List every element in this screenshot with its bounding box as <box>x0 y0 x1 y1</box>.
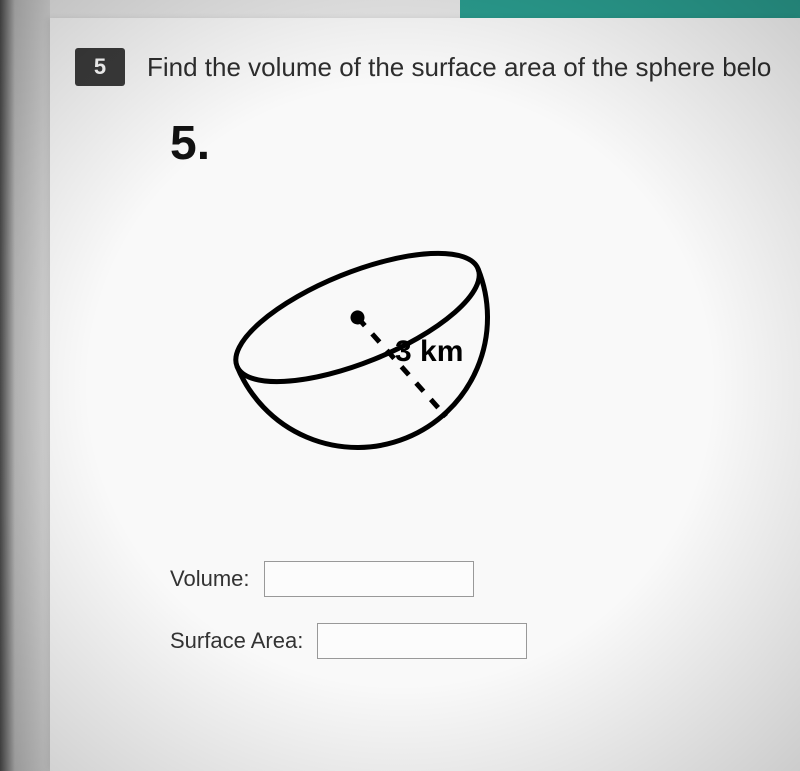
surface-area-row: Surface Area: <box>170 623 800 659</box>
header-accent-bar <box>460 0 800 18</box>
page-left-edge <box>0 0 50 771</box>
volume-input[interactable] <box>264 561 474 597</box>
item-number: 5. <box>170 116 800 171</box>
worksheet-page: 5 Find the volume of the surface area of… <box>50 18 800 771</box>
question-header-row: 5 Find the volume of the surface area of… <box>75 48 800 86</box>
surface-area-label: Surface Area: <box>170 628 303 654</box>
volume-row: Volume: <box>170 561 800 597</box>
surface-area-input[interactable] <box>317 623 527 659</box>
hemisphere-bowl <box>237 269 527 487</box>
question-number: 5 <box>94 54 106 80</box>
answers-block: Volume: Surface Area: <box>170 561 800 659</box>
volume-label: Volume: <box>170 566 250 592</box>
radius-label: 3 km <box>395 335 463 368</box>
hemisphere-group <box>220 227 527 487</box>
hemisphere-diagram: 3 km <box>200 196 530 496</box>
question-prompt: Find the volume of the surface area of t… <box>147 48 771 86</box>
question-number-badge: 5 <box>75 48 125 86</box>
